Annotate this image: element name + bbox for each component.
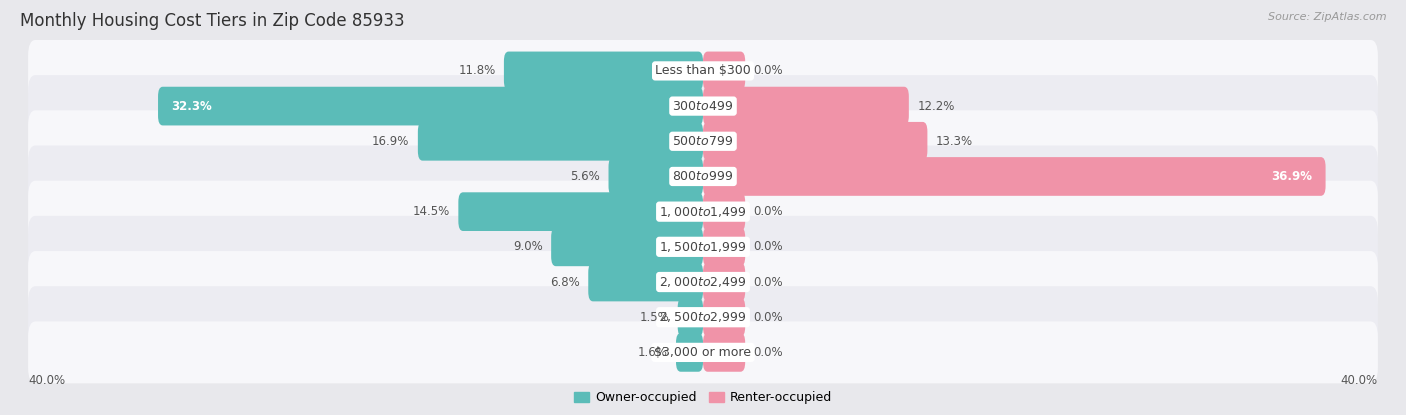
Text: 1.6%: 1.6% [638, 346, 668, 359]
FancyBboxPatch shape [28, 322, 1378, 383]
FancyBboxPatch shape [703, 333, 745, 372]
FancyBboxPatch shape [28, 75, 1378, 137]
FancyBboxPatch shape [551, 227, 703, 266]
Text: 0.0%: 0.0% [754, 346, 783, 359]
Text: Less than $300: Less than $300 [655, 64, 751, 78]
FancyBboxPatch shape [676, 333, 703, 372]
FancyBboxPatch shape [609, 157, 703, 196]
Text: 0.0%: 0.0% [754, 240, 783, 253]
FancyBboxPatch shape [503, 51, 703, 90]
Text: 1.5%: 1.5% [640, 311, 669, 324]
FancyBboxPatch shape [28, 110, 1378, 172]
Text: 40.0%: 40.0% [1341, 374, 1378, 386]
Legend: Owner-occupied, Renter-occupied: Owner-occupied, Renter-occupied [568, 386, 838, 409]
Text: Monthly Housing Cost Tiers in Zip Code 85933: Monthly Housing Cost Tiers in Zip Code 8… [20, 12, 405, 30]
FancyBboxPatch shape [703, 227, 745, 266]
Text: $1,000 to $1,499: $1,000 to $1,499 [659, 205, 747, 219]
Text: $1,500 to $1,999: $1,500 to $1,999 [659, 240, 747, 254]
FancyBboxPatch shape [28, 286, 1378, 348]
FancyBboxPatch shape [703, 298, 745, 337]
Text: $500 to $799: $500 to $799 [672, 135, 734, 148]
FancyBboxPatch shape [588, 263, 703, 301]
Text: 5.6%: 5.6% [571, 170, 600, 183]
FancyBboxPatch shape [703, 122, 928, 161]
FancyBboxPatch shape [28, 251, 1378, 313]
Text: $3,000 or more: $3,000 or more [655, 346, 751, 359]
FancyBboxPatch shape [703, 51, 745, 90]
Text: 16.9%: 16.9% [373, 135, 409, 148]
Text: 0.0%: 0.0% [754, 64, 783, 78]
Text: 40.0%: 40.0% [28, 374, 65, 386]
Text: Source: ZipAtlas.com: Source: ZipAtlas.com [1268, 12, 1386, 22]
FancyBboxPatch shape [703, 192, 745, 231]
Text: $2,000 to $2,499: $2,000 to $2,499 [659, 275, 747, 289]
FancyBboxPatch shape [28, 181, 1378, 243]
FancyBboxPatch shape [418, 122, 703, 161]
Text: 32.3%: 32.3% [172, 100, 212, 112]
Text: 12.2%: 12.2% [917, 100, 955, 112]
FancyBboxPatch shape [703, 157, 1326, 196]
FancyBboxPatch shape [157, 87, 703, 125]
Text: 36.9%: 36.9% [1271, 170, 1312, 183]
Text: $800 to $999: $800 to $999 [672, 170, 734, 183]
Text: 13.3%: 13.3% [936, 135, 973, 148]
Text: 0.0%: 0.0% [754, 276, 783, 288]
Text: $2,500 to $2,999: $2,500 to $2,999 [659, 310, 747, 324]
FancyBboxPatch shape [28, 40, 1378, 102]
Text: 0.0%: 0.0% [754, 311, 783, 324]
Text: 11.8%: 11.8% [458, 64, 495, 78]
Text: 9.0%: 9.0% [513, 240, 543, 253]
FancyBboxPatch shape [703, 87, 908, 125]
FancyBboxPatch shape [458, 192, 703, 231]
FancyBboxPatch shape [28, 146, 1378, 208]
Text: $300 to $499: $300 to $499 [672, 100, 734, 112]
Text: 6.8%: 6.8% [550, 276, 579, 288]
FancyBboxPatch shape [678, 298, 703, 337]
FancyBboxPatch shape [703, 263, 745, 301]
FancyBboxPatch shape [28, 216, 1378, 278]
Text: 14.5%: 14.5% [413, 205, 450, 218]
Text: 0.0%: 0.0% [754, 205, 783, 218]
